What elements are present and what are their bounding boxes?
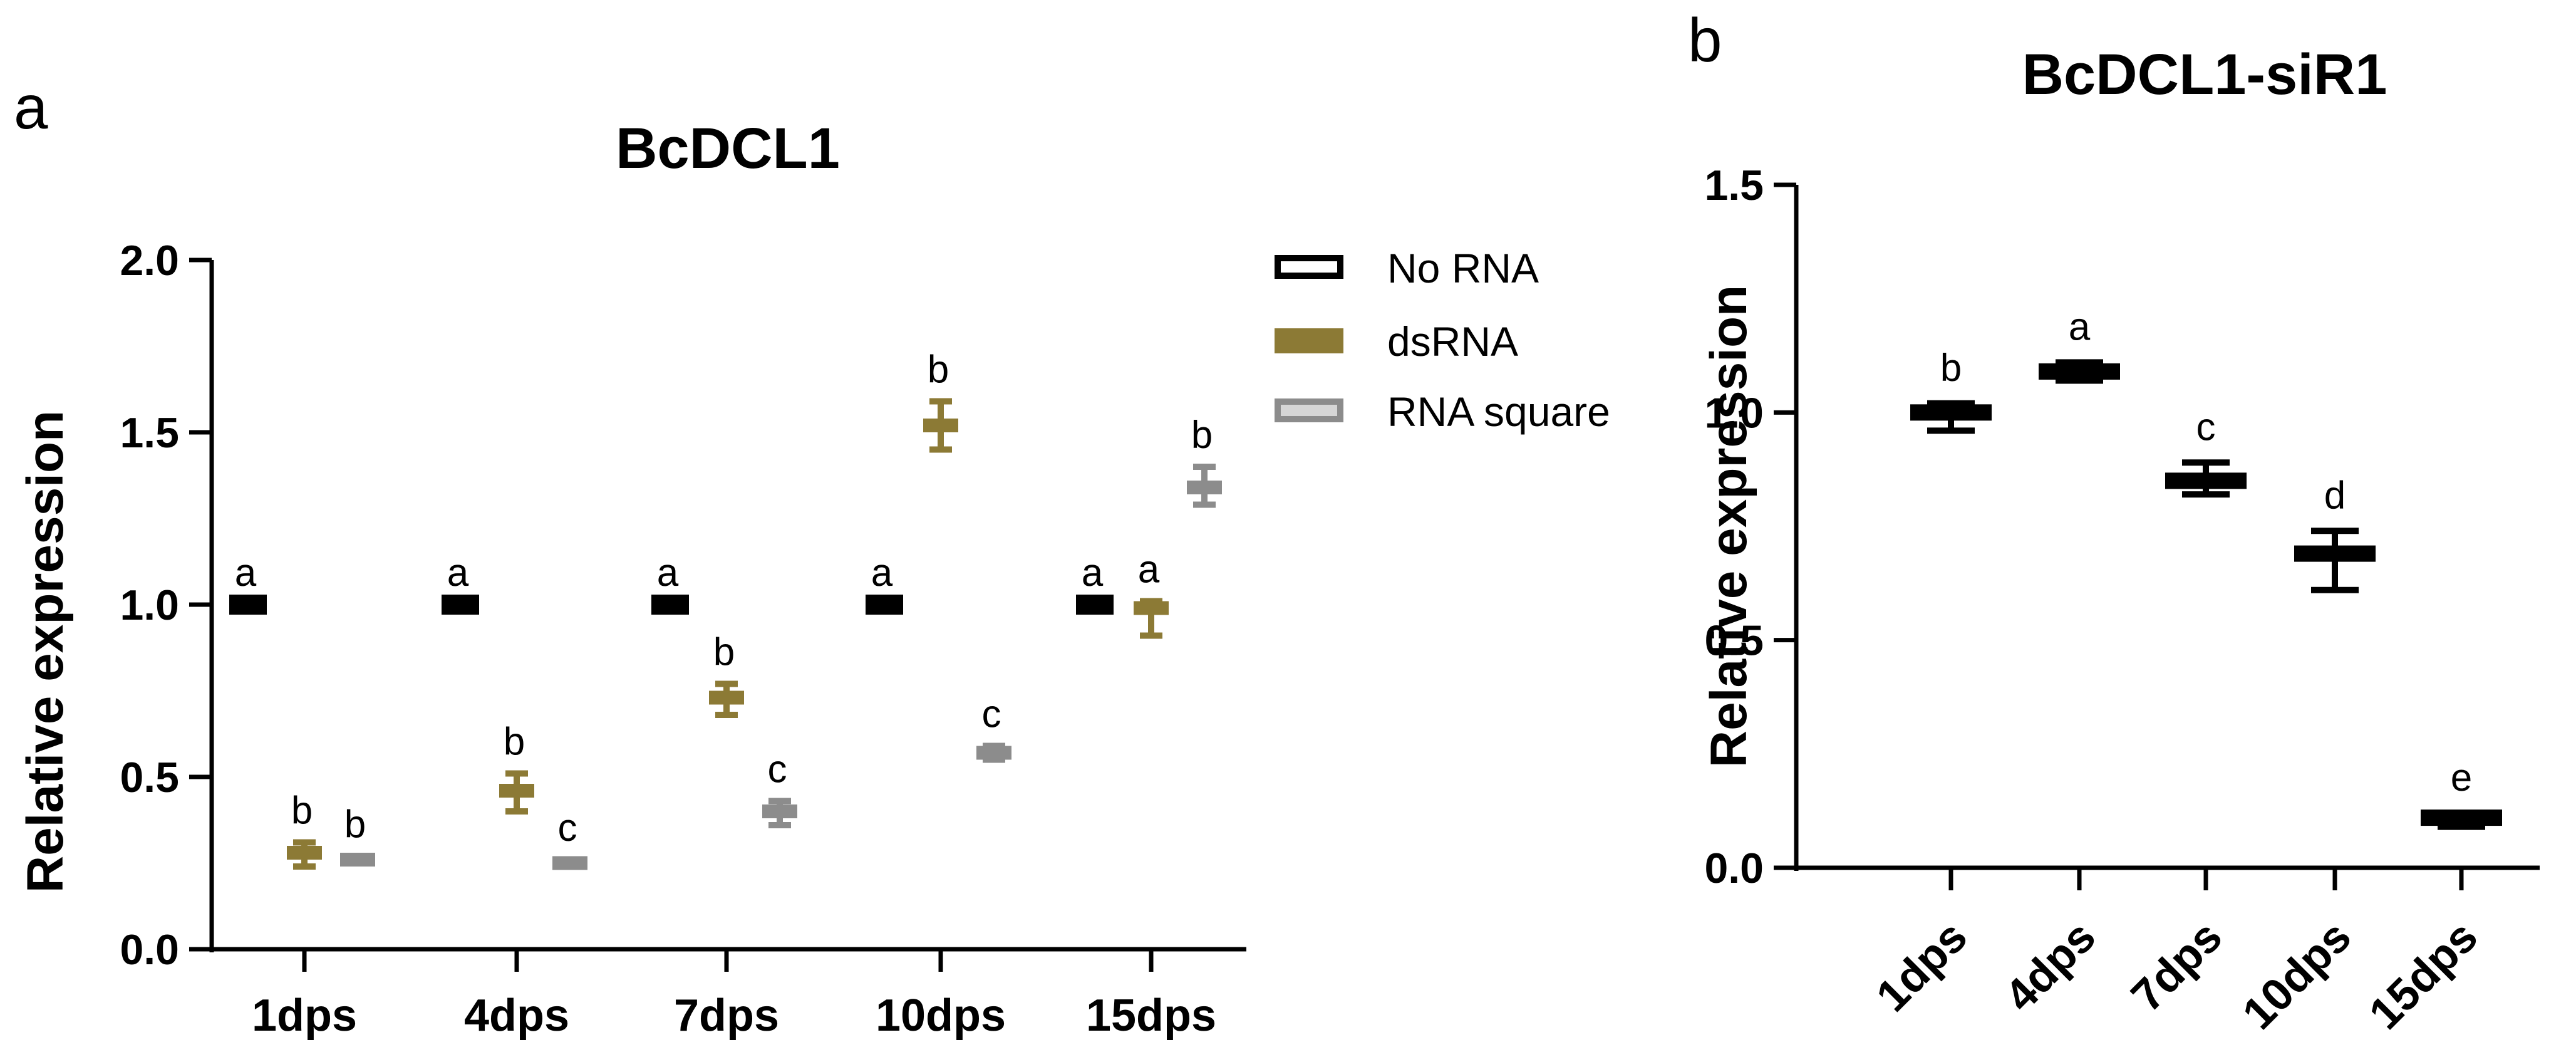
panel-b-ylabel: Relative expression <box>1700 285 1757 768</box>
significance-letter: c <box>768 748 787 791</box>
panel-a-y-tick-label: 2.0 <box>120 237 179 284</box>
legend-label: dsRNA <box>1387 318 1518 365</box>
data-point <box>866 595 903 615</box>
panel-a-y-tick-label: 0.0 <box>120 926 179 974</box>
significance-letter: b <box>291 789 313 833</box>
data-point <box>651 595 689 615</box>
significance-letter: a <box>447 551 469 595</box>
panel-b-y-tick-label: 0.0 <box>1704 845 1764 892</box>
panel-b: b BcDCL1-siR1 Relative expression 0.0 0.5… <box>1688 6 2540 1039</box>
legend-swatch <box>1275 398 1343 422</box>
legend-label: RNA square <box>1387 388 1610 435</box>
panel-b-title: BcDCL1-siR1 <box>2022 43 2387 107</box>
data-point-mean <box>2039 363 2120 380</box>
data-point-mean <box>1187 481 1222 494</box>
legend: No RNA dsRNA RNA square <box>1275 245 1610 435</box>
legend-swatch <box>1275 255 1343 279</box>
significance-letter: d <box>2324 474 2346 517</box>
panel-a-y-tick-label: 1.5 <box>120 409 179 457</box>
data-point-mean <box>1910 404 1992 421</box>
significance-letter: e <box>2451 756 2472 799</box>
panel-a-x-tick-label: 7dps <box>674 991 779 1041</box>
data-point-mean <box>709 690 744 705</box>
data-point-mean <box>552 856 587 870</box>
significance-letter: a <box>657 551 679 595</box>
data-point-mean <box>340 853 375 867</box>
significance-letter: b <box>1191 414 1213 457</box>
panel-a: a BcDCL1 Relative expression 0.0 0.5 1.0 1.… <box>14 73 1610 1041</box>
significance-letter: c <box>558 806 577 850</box>
panel-b-y-tick-label: 1.5 <box>1704 162 1764 209</box>
panel-b-x-tick-label: 4dps <box>1995 912 2105 1021</box>
panel-a-title: BcDCL1 <box>616 117 840 180</box>
panel-b-y-tick-label: 1.0 <box>1704 389 1764 437</box>
data-point <box>229 595 267 615</box>
legend-swatch <box>1275 328 1343 353</box>
data-point-mean <box>2165 472 2247 489</box>
panel-b-x-tick-label: 15dps <box>2360 912 2488 1039</box>
panel-a-y-tick-label: 0.5 <box>120 754 179 801</box>
panel-a-y-tick-label: 1.0 <box>120 581 179 629</box>
panel-b-y-tick-label: 0.5 <box>1704 617 1764 665</box>
significance-letter: b <box>713 631 735 674</box>
panel-b-letter: b <box>1688 6 1722 75</box>
legend-label: No RNA <box>1387 245 1539 291</box>
legend-item: No RNA <box>1275 245 1539 291</box>
significance-letter: c <box>982 693 1001 736</box>
panel-a-letter: a <box>14 73 48 142</box>
panel-a-x-tick-label: 4dps <box>464 991 569 1041</box>
significance-letter: a <box>2069 305 2091 348</box>
significance-letter: b <box>344 803 366 846</box>
significance-letter: b <box>1940 346 1962 390</box>
legend-item: RNA square <box>1275 388 1610 435</box>
panel-b-plot: 0.0 0.5 1.0 1.5 1dps b 4dps a 7dps c 10dps d 15dps e <box>1704 162 2540 1039</box>
significance-letter: a <box>871 551 893 595</box>
panel-b-x-tick-label: 1dps <box>1867 912 1977 1021</box>
data-point <box>1076 595 1114 615</box>
panel-a-x-tick-label: 15dps <box>1086 991 1216 1041</box>
significance-letter: a <box>235 551 257 595</box>
data-point-mean <box>762 804 797 818</box>
significance-letter: b <box>928 348 949 392</box>
significance-letter: b <box>504 721 525 764</box>
significance-letter: a <box>1082 551 1104 595</box>
panel-a-x-tick-label: 10dps <box>876 991 1006 1041</box>
panel-a-x-tick-label: 1dps <box>252 991 357 1041</box>
significance-letter: a <box>1138 548 1160 591</box>
panel-b-x-tick-label: 10dps <box>2233 912 2361 1039</box>
data-point-mean <box>2294 545 2376 562</box>
data-point-mean <box>976 746 1011 760</box>
significance-letter: c <box>2196 405 2216 449</box>
panel-b-x-tick-label: 7dps <box>2122 912 2232 1021</box>
data-point-mean <box>1134 601 1169 615</box>
data-point <box>442 595 479 615</box>
data-point-mean <box>923 419 958 432</box>
legend-item: dsRNA <box>1275 318 1518 365</box>
data-point-mean <box>499 784 534 798</box>
data-point-mean <box>2421 810 2502 826</box>
data-point-mean <box>287 846 322 860</box>
panel-a-ylabel: Relative expression <box>17 410 74 893</box>
